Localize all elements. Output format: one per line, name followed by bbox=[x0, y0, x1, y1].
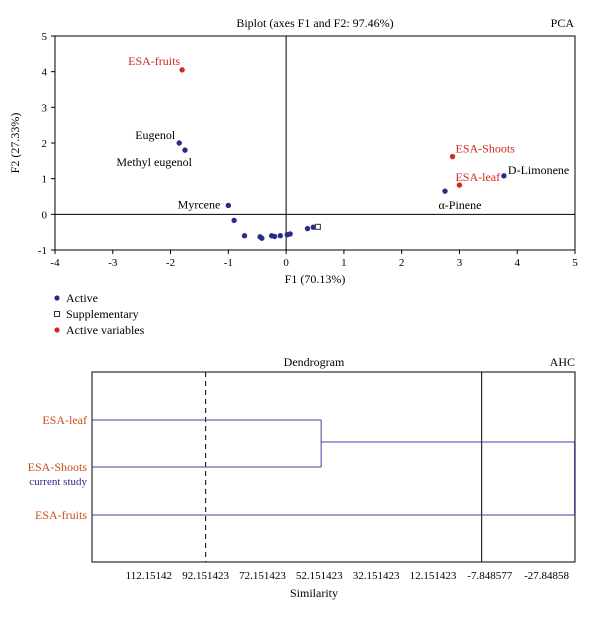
biplot-y-axis-label: F2 (27.33%) bbox=[8, 113, 22, 174]
x-tick-label: -4 bbox=[50, 257, 60, 269]
dendrogram-leaf-labels: ESA-leaf ESA-Shoots current study ESA-fruit… bbox=[28, 413, 88, 522]
leaf-label: ESA-fruits bbox=[35, 508, 87, 522]
x-tick-label: -1 bbox=[224, 257, 233, 269]
leaf-label: ESA-Shoots bbox=[28, 460, 88, 474]
supplementary-point bbox=[314, 223, 321, 230]
dendrogram-title: Dendrogram bbox=[284, 355, 345, 369]
active-point bbox=[241, 233, 248, 239]
point-label: ESA-fruits bbox=[128, 54, 180, 68]
legend-label-active-variables: Active variables bbox=[66, 323, 145, 337]
x-tick-label: 72.151423 bbox=[239, 570, 286, 582]
biplot-x-axis-label: F1 (70.13%) bbox=[285, 272, 346, 286]
active-point bbox=[277, 233, 284, 239]
active-point bbox=[310, 224, 316, 230]
x-tick-label: 2 bbox=[399, 257, 405, 269]
biplot-point-labels: Eugenol Methyl eugenol Myrcene D-Limonene α-… bbox=[116, 54, 569, 212]
active-point bbox=[259, 235, 265, 241]
ahc-dendrogram: Dendrogram AHC Similarity ESA-leaf ESA-Sh… bbox=[28, 355, 576, 600]
active-point bbox=[231, 217, 237, 224]
x-tick-label: 0 bbox=[283, 257, 289, 269]
active-point bbox=[271, 233, 278, 240]
active-point bbox=[287, 231, 293, 237]
biplot-points bbox=[176, 67, 507, 241]
x-tick-label: 112.15142 bbox=[126, 570, 172, 582]
biplot-legend: Active Supplementary Active variables bbox=[54, 291, 145, 337]
active-variable-point bbox=[456, 182, 463, 188]
point-label: Methyl eugenol bbox=[116, 155, 192, 169]
point-label: Eugenol bbox=[135, 128, 176, 142]
active-point bbox=[442, 188, 448, 194]
dendrogram-x-axis-label: Similarity bbox=[290, 586, 338, 600]
biplot-y-ticks: -1 0 1 2 3 4 5 bbox=[38, 31, 55, 257]
biplot-tag: PCA bbox=[551, 16, 575, 30]
pca-biplot: Biplot (axes F1 and F2: 97.46%) PCA F1 (… bbox=[8, 16, 578, 286]
active-point bbox=[501, 173, 507, 179]
active-variable-point bbox=[449, 153, 456, 160]
active-point bbox=[176, 140, 182, 146]
legend-marker-supplementary bbox=[54, 311, 60, 317]
legend-marker-active bbox=[54, 295, 60, 301]
biplot-x-ticks: -4 -3 -2 -1 0 1 2 3 4 5 bbox=[50, 250, 578, 269]
x-tick-label: 52.151423 bbox=[296, 570, 343, 582]
biplot-title: Biplot (axes F1 and F2: 97.46%) bbox=[236, 16, 393, 30]
y-tick-label: 4 bbox=[42, 67, 48, 79]
y-tick-label: 1 bbox=[42, 174, 48, 186]
x-tick-label: 92.151423 bbox=[182, 570, 229, 582]
leaf-label: ESA-leaf bbox=[42, 413, 87, 427]
point-label: ESA-Shoots bbox=[456, 142, 516, 156]
x-tick-label: 3 bbox=[457, 257, 463, 269]
leaf-sublabel: current study bbox=[29, 476, 87, 488]
x-tick-label: 12.151423 bbox=[410, 570, 457, 582]
active-point bbox=[225, 202, 232, 209]
dendrogram-tag: AHC bbox=[550, 355, 575, 369]
point-label: α-Pinene bbox=[439, 198, 482, 212]
dendrogram-x-ticks: 112.15142 92.151423 72.151423 52.151423 32.1… bbox=[126, 570, 570, 582]
legend-label-supplementary: Supplementary bbox=[66, 307, 139, 321]
x-tick-label: 4 bbox=[514, 257, 520, 269]
y-tick-label: 2 bbox=[42, 138, 48, 150]
biplot-zero-lines bbox=[55, 36, 575, 250]
y-tick-label: 3 bbox=[42, 102, 48, 114]
active-point bbox=[304, 225, 311, 232]
legend-label-active: Active bbox=[66, 291, 98, 305]
point-label: ESA-leaf bbox=[455, 170, 500, 184]
x-tick-label: 5 bbox=[572, 257, 578, 269]
y-tick-label: 5 bbox=[42, 31, 48, 43]
y-tick-label: 0 bbox=[42, 209, 48, 221]
x-tick-label: -2 bbox=[166, 257, 175, 269]
x-tick-label: -27.84858 bbox=[524, 570, 569, 582]
x-tick-label: 32.151423 bbox=[353, 570, 400, 582]
point-label: D-Limonene bbox=[508, 163, 569, 177]
x-tick-label: 1 bbox=[341, 257, 347, 269]
x-tick-label: -3 bbox=[108, 257, 118, 269]
x-tick-label: -7.848577 bbox=[467, 570, 512, 582]
point-label: Myrcene bbox=[178, 197, 221, 211]
active-point bbox=[182, 147, 188, 153]
dendrogram-links bbox=[92, 419, 575, 516]
y-tick-label: -1 bbox=[38, 245, 47, 257]
active-variable-point bbox=[179, 67, 185, 73]
legend-marker-active-variables bbox=[54, 327, 60, 333]
